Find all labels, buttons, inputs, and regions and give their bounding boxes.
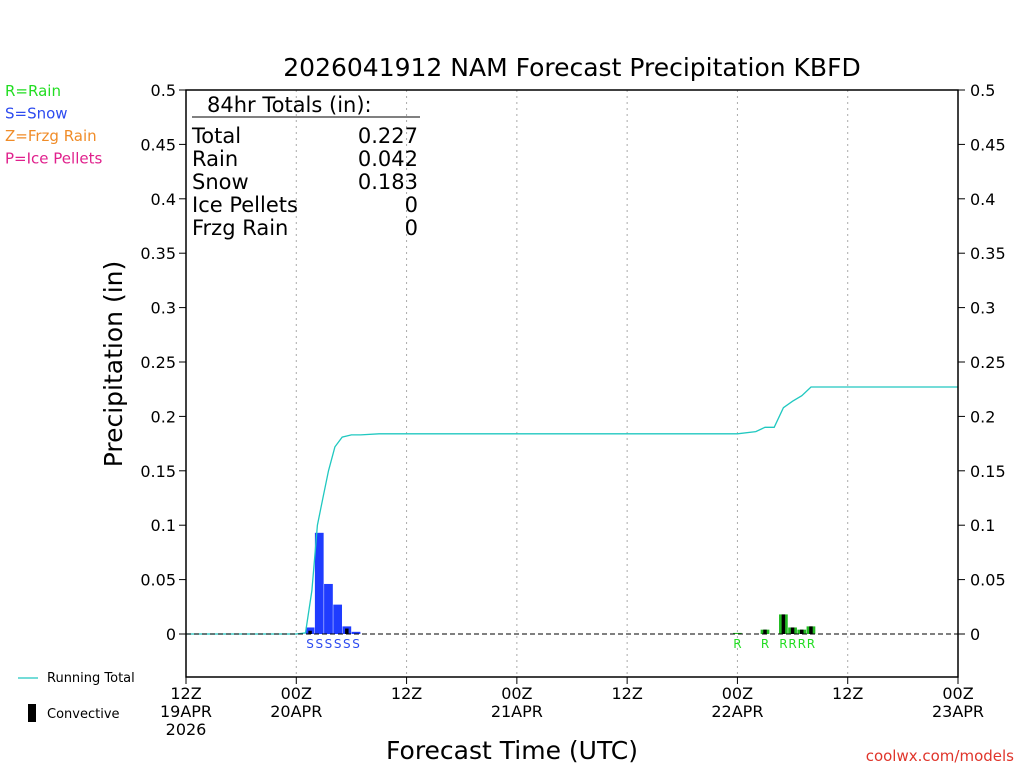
x-tick-label: 12Z <box>391 684 422 703</box>
x-tick-label: 12Z <box>611 684 642 703</box>
y-tick-label: 0.1 <box>151 516 176 535</box>
totals-rows: Total 0.227 Rain 0.042 Snow 0.183 Ice Pellets 0… <box>191 124 418 240</box>
y-tick-label: 0.25 <box>140 353 176 372</box>
y-tick-label: 0.35 <box>140 244 176 263</box>
gridlines <box>295 90 849 677</box>
totals-value: 0.042 <box>358 147 418 171</box>
plot-frame <box>185 89 959 678</box>
precip-bar <box>333 604 343 634</box>
x-tick-label: 19APR <box>160 702 212 721</box>
precip-bar <box>733 632 742 634</box>
totals-label: Rain <box>192 147 238 171</box>
totals-header: 84hr Totals (in): <box>207 93 372 117</box>
ptype-legend-item: Z=Frzg Rain <box>5 127 97 145</box>
totals-value: 0 <box>405 216 418 240</box>
y-tick-label: 0.05 <box>140 571 176 590</box>
x-tick-label: 00Z <box>942 684 973 703</box>
y-tick-label-right: 0.1 <box>970 516 995 535</box>
y-tick-label: 0.4 <box>151 190 176 209</box>
convective-bar <box>781 614 786 634</box>
totals-value: 0.183 <box>358 170 418 194</box>
x-tick-label: 00Z <box>501 684 532 703</box>
ptype-label: R <box>807 637 815 651</box>
y-tick-label-right: 0.45 <box>970 135 1006 154</box>
precip-bar <box>324 583 333 634</box>
convective-bar <box>790 627 795 634</box>
y-tick-label-right: 0.2 <box>970 407 995 426</box>
running-total-legend-label: Running Total <box>47 671 135 686</box>
y-axis-left: 0 0.05 0.1 0.15 0.2 0.25 0.3 0.35 0.4 0.45 0.5 <box>140 81 186 644</box>
convective-bar <box>800 629 804 634</box>
ptype-label: S <box>315 637 323 651</box>
convective-legend-swatch <box>28 704 36 722</box>
running-total-line <box>186 386 958 635</box>
ptype-legend-item: R=Rain <box>5 82 61 100</box>
y-tick-label: 0.2 <box>151 407 176 426</box>
y-tick-label-right: 0.35 <box>970 244 1006 263</box>
x-tick-label: 00Z <box>281 684 312 703</box>
x-tick-label: 12Z <box>170 684 201 703</box>
x-tick-label: 22APR <box>711 702 763 721</box>
totals-box: 84hr Totals (in): Total 0.227 Rain 0.042 Sno… <box>191 93 420 240</box>
x-tick-label: 2026 <box>166 720 207 739</box>
ptype-legend-item: P=Ice Pellets <box>5 150 102 168</box>
chart-title: 2026041912 NAM Forecast Precipitation KB… <box>283 53 860 82</box>
ptype-label: R <box>779 637 787 651</box>
ptype-label: S <box>325 637 333 651</box>
y-tick-label-right: 0.5 <box>970 81 995 100</box>
convective-bar <box>308 630 312 634</box>
ptype-label: S <box>352 637 360 651</box>
y-tick-label-right: 0.15 <box>970 462 1006 481</box>
y-tick-label: 0.3 <box>151 299 176 318</box>
x-axis-label: Forecast Time (UTC) <box>386 736 638 765</box>
x-tick-label: 12Z <box>832 684 863 703</box>
convective-bar <box>809 626 813 634</box>
y-tick-label-right: 0.25 <box>970 353 1006 372</box>
y-tick-label: 0.15 <box>140 462 176 481</box>
ptype-label: R <box>733 637 741 651</box>
ptype-label: S <box>306 637 314 651</box>
precip-bars <box>305 532 816 634</box>
precip-bar <box>314 532 324 634</box>
x-tick-label: 00Z <box>722 684 753 703</box>
y-axis-label: Precipitation (in) <box>99 261 128 468</box>
ptype-label: R <box>798 637 806 651</box>
ptype-label: S <box>334 637 342 651</box>
totals-value: 0.227 <box>358 124 418 148</box>
precip-type-legend: R=Rain S=Snow Z=Frzg Rain P=Ice Pellets <box>5 82 102 168</box>
x-tick-label: 23APR <box>932 702 984 721</box>
x-tick-label: 20APR <box>270 702 322 721</box>
ptype-legend-item: S=Snow <box>5 105 68 123</box>
y-tick-label: 0.45 <box>140 135 176 154</box>
y-tick-label: 0.5 <box>151 81 176 100</box>
y-tick-label-right: 0.3 <box>970 299 995 318</box>
convective-bar <box>763 629 767 634</box>
y-axis-right: 0 0.05 0.1 0.15 0.2 0.25 0.3 0.35 0.4 0.45 0.5 <box>958 81 1006 644</box>
precip-bar <box>305 627 315 634</box>
totals-value: 0 <box>405 193 418 217</box>
ptype-label: S <box>343 637 351 651</box>
precip-bar <box>351 631 361 634</box>
totals-label: Ice Pellets <box>192 193 298 217</box>
ptype-label: R <box>788 637 796 651</box>
series-legend: Running Total Convective <box>18 671 135 722</box>
convective-legend-label: Convective <box>47 707 120 722</box>
y-tick-label: 0 <box>166 625 176 644</box>
totals-label: Total <box>191 124 241 148</box>
y-tick-label-right: 0 <box>970 625 980 644</box>
y-tick-label-right: 0.05 <box>970 571 1006 590</box>
credit-text: coolwx.com/models <box>866 747 1014 765</box>
y-tick-label-right: 0.4 <box>970 190 995 209</box>
convective-bar <box>345 628 349 634</box>
totals-label: Frzg Rain <box>192 216 288 240</box>
totals-label: Snow <box>192 170 249 194</box>
ptype-label: R <box>761 637 769 651</box>
x-tick-label: 21APR <box>491 702 543 721</box>
